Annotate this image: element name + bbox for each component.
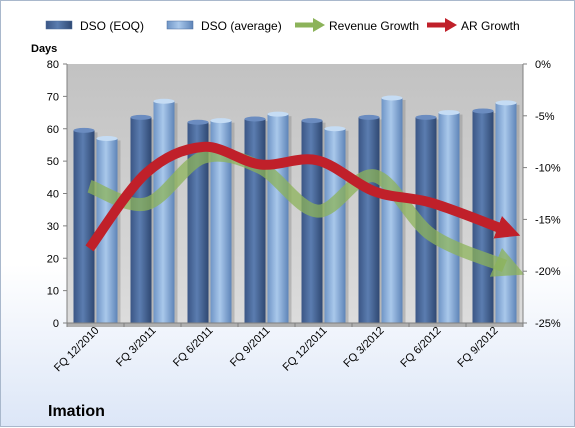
- bar-dso-eoq: [244, 119, 266, 323]
- left-tick-label: 0: [53, 318, 59, 330]
- bar-dso-average: [381, 97, 403, 324]
- bar-top: [381, 95, 403, 101]
- left-tick-label: 20: [47, 253, 59, 265]
- bar-top: [267, 111, 289, 117]
- x-tick-label: FQ 9/2011: [228, 325, 273, 370]
- right-tick-label: -25%: [535, 318, 561, 330]
- bar-top: [495, 100, 517, 106]
- bar-top: [415, 114, 437, 120]
- x-tick-label: FQ 9/2012: [455, 325, 500, 370]
- legend-swatch: [45, 20, 73, 30]
- bar-dso-average: [324, 128, 346, 323]
- left-tick-label: 10: [47, 286, 59, 298]
- y-axis-title: Days: [31, 43, 57, 55]
- bar-dso-eoq: [301, 120, 323, 323]
- bar-dso-eoq: [130, 117, 152, 323]
- x-tick-label: FQ 6/2011: [171, 325, 216, 370]
- legend-label: DSO (EOQ): [80, 19, 144, 33]
- x-tick-label: FQ 6/2012: [398, 325, 443, 370]
- bar-dso-eoq: [187, 122, 209, 324]
- x-axis-ticks: FQ 12/2010 FQ 3/2011 FQ 6/2011 FQ 9/2011 FQ …: [52, 323, 524, 375]
- right-tick-label: -15%: [535, 214, 561, 226]
- right-tick-label: -20%: [535, 266, 561, 278]
- bar-top: [244, 116, 266, 122]
- revenue-growth-line: [87, 148, 525, 277]
- bar-top: [438, 110, 460, 116]
- left-tick-label: 70: [47, 91, 59, 103]
- bar-dso-average: [210, 120, 232, 323]
- left-tick-label: 50: [47, 156, 59, 168]
- bar-top: [96, 135, 118, 141]
- company-name: Imation: [48, 403, 105, 420]
- x-tick-label: FQ 12/2010: [52, 325, 102, 375]
- left-tick-label: 80: [47, 59, 59, 71]
- x-tick-label: FQ 12/2011: [281, 325, 330, 374]
- ar-growth-line: [85, 141, 521, 252]
- bar-top: [324, 126, 346, 132]
- legend-swatch-arrow: [445, 18, 457, 32]
- legend-swatch: [166, 20, 194, 30]
- bar-top: [210, 118, 232, 124]
- left-tick-label: 60: [47, 124, 59, 136]
- bar-top: [130, 114, 152, 120]
- bar-top: [358, 114, 380, 120]
- bar-top: [472, 108, 494, 114]
- legend-swatch-arrow: [313, 18, 325, 32]
- bar-dso-eoq: [73, 130, 95, 323]
- left-tick-label: 40: [47, 189, 59, 201]
- right-axis-ticks: -25% -20% -15% -10% -5% 0%: [523, 59, 561, 330]
- right-tick-label: 0%: [535, 59, 551, 71]
- legend-label: DSO (average): [201, 19, 282, 33]
- legend: DSO (EOQ) DSO (average) Revenue Growth AR G…: [45, 18, 520, 33]
- bar-dso-average: [495, 102, 517, 323]
- bar-dso-average: [438, 112, 460, 323]
- legend-label: Revenue Growth: [329, 19, 419, 33]
- bar-dso-eoq: [358, 117, 380, 323]
- right-tick-label: -10%: [535, 163, 561, 175]
- x-tick-label: FQ 3/2011: [114, 325, 159, 370]
- x-tick-label: FQ 3/2012: [341, 325, 386, 370]
- bar-dso-average: [153, 101, 175, 323]
- left-axis-ticks: 0 10 20 30 40 50 60 70 80: [47, 59, 67, 330]
- bar-top: [73, 127, 95, 133]
- growth-lines: [85, 141, 525, 277]
- right-tick-label: -5%: [535, 111, 555, 123]
- legend-label: AR Growth: [461, 19, 520, 33]
- bar-dso-eoq: [415, 117, 437, 323]
- bar-top: [153, 98, 175, 104]
- bar-top: [187, 119, 209, 125]
- left-tick-label: 30: [47, 221, 59, 233]
- bar-dso-average: [267, 114, 289, 324]
- bar-top: [301, 118, 323, 124]
